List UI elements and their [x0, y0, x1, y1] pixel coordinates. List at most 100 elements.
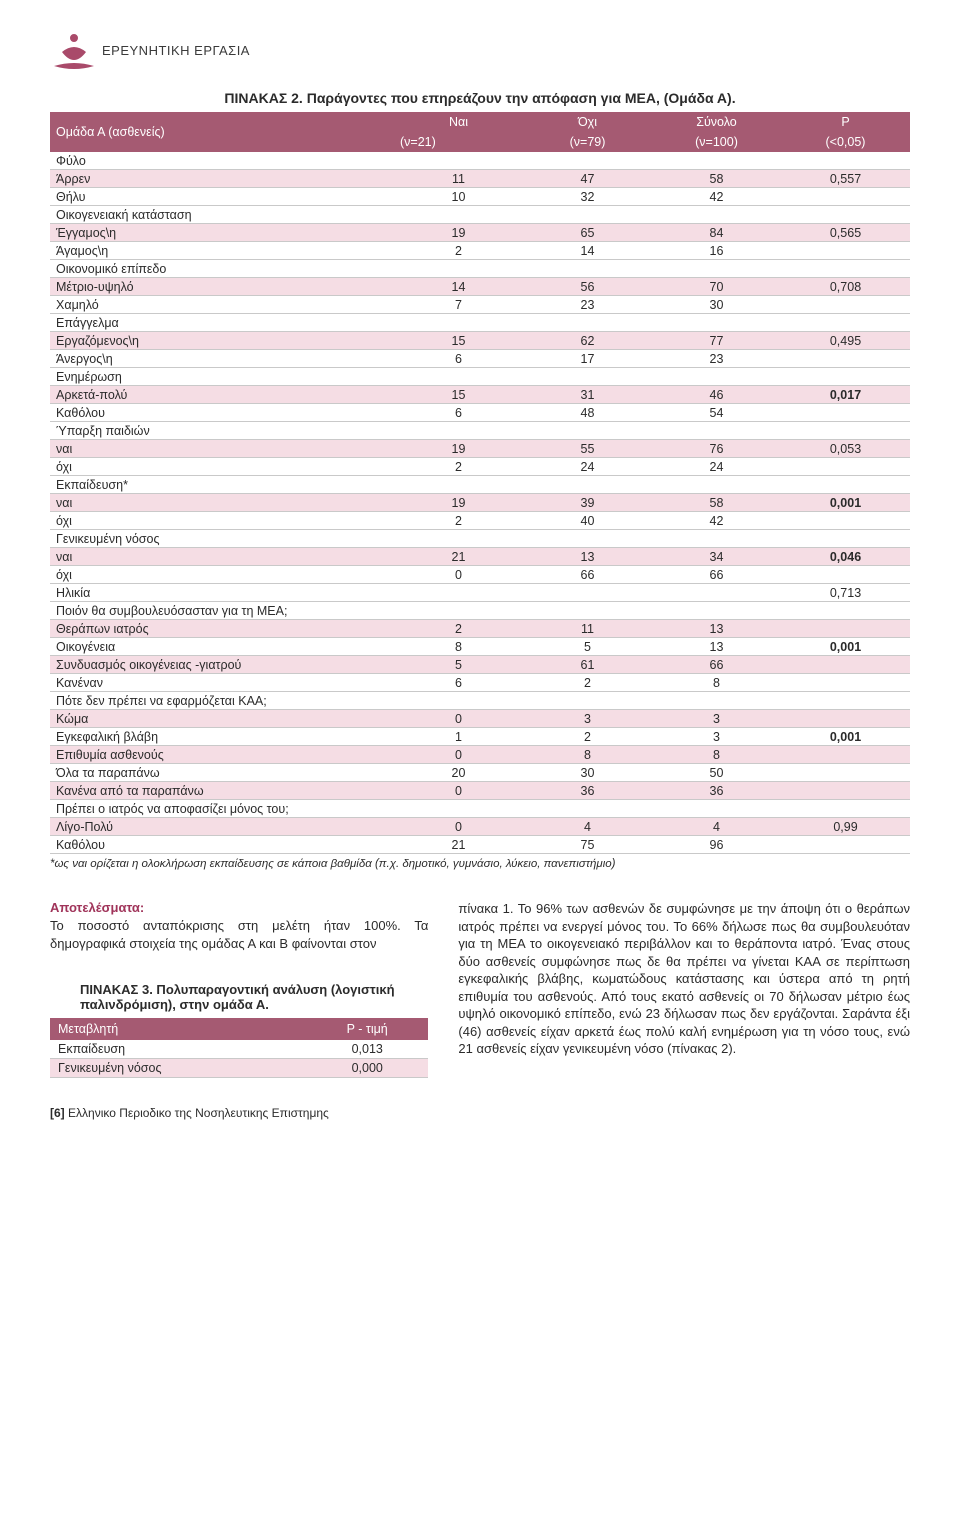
- table-cell: 70: [652, 278, 781, 296]
- table-cell: 2: [394, 458, 523, 476]
- table-cell: 0,708: [781, 278, 910, 296]
- table-cell: [781, 242, 910, 260]
- table-row-label: Συνδυασμός οικογένειας -γιατρού: [50, 656, 394, 674]
- table-cell: 34: [652, 548, 781, 566]
- table-cell: 0,053: [781, 440, 910, 458]
- table-row-label: Κανέναν: [50, 674, 394, 692]
- table3-row-value: 0,013: [306, 1040, 428, 1059]
- table-row-label: Άρρεν: [50, 170, 394, 188]
- table-cell: 58: [652, 170, 781, 188]
- table2-col-3: Σύνολο: [652, 112, 781, 132]
- section-label: ΕΡΕΥΝΗΤΙΚΗ ΕΡΓΑΣΙΑ: [102, 43, 250, 58]
- table-cell: 23: [523, 296, 652, 314]
- table3-col-0: Μεταβλητή: [50, 1018, 306, 1040]
- table-cell: 0,557: [781, 170, 910, 188]
- table-cell: 30: [523, 764, 652, 782]
- table-cell: 65: [523, 224, 652, 242]
- table2-section-label: Εκπαίδευση*: [50, 476, 394, 494]
- table-cell: 76: [652, 440, 781, 458]
- table2-section-label: Ενημέρωση: [50, 368, 394, 386]
- table-row-label: Χαμηλό: [50, 296, 394, 314]
- table-cell: 0,001: [781, 638, 910, 656]
- table-row-label: Άγαμος\η: [50, 242, 394, 260]
- table-cell: 0: [394, 782, 523, 800]
- table-cell: 13: [652, 620, 781, 638]
- table-row-label: όχι: [50, 512, 394, 530]
- table3-head: Μεταβλητή P - τιμή: [50, 1018, 428, 1040]
- table-row-label: Λίγο-Πολύ: [50, 818, 394, 836]
- table2-col-2: Όχι: [523, 112, 652, 132]
- table-row-label: Θήλυ: [50, 188, 394, 206]
- table-row-label: Αρκετά-πολύ: [50, 386, 394, 404]
- table-cell: [781, 566, 910, 584]
- table-cell: 31: [523, 386, 652, 404]
- table2: Ομάδα Α (ασθενείς)ΝαιΌχιΣύνολοP(ν=21)(ν=…: [50, 112, 910, 854]
- table-cell: 66: [523, 566, 652, 584]
- table-row-label: ναι: [50, 494, 394, 512]
- table-cell: 0,99: [781, 818, 910, 836]
- table-cell: 0,017: [781, 386, 910, 404]
- table-cell: 2: [523, 674, 652, 692]
- table-cell: 96: [652, 836, 781, 854]
- table2-footnote: *ως ναι ορίζεται η ολοκλήρωση εκπαίδευση…: [50, 858, 910, 870]
- table-cell: 39: [523, 494, 652, 512]
- table-cell: 0,001: [781, 494, 910, 512]
- results-heading: Αποτελέσματα:: [50, 900, 428, 915]
- table-cell: 0: [394, 566, 523, 584]
- table-cell: [781, 836, 910, 854]
- table-row-label: Κώμα: [50, 710, 394, 728]
- table-cell: 4: [652, 818, 781, 836]
- table-cell: 4: [523, 818, 652, 836]
- table-cell: 77: [652, 332, 781, 350]
- table2-col-sub-4: (<0,05): [781, 132, 910, 152]
- table-row-label: Καθόλου: [50, 404, 394, 422]
- table2-title: ΠΙΝΑΚΑΣ 2. Παράγοντες που επηρεάζουν την…: [50, 90, 910, 106]
- table2-section-label: Ποιόν θα συμβουλευόσασταν για τη ΜΕΑ;: [50, 602, 394, 620]
- table-cell: [781, 710, 910, 728]
- table-cell: 0,046: [781, 548, 910, 566]
- table-cell: 21: [394, 548, 523, 566]
- table-cell: 19: [394, 494, 523, 512]
- table2-col-1: Ναι: [394, 112, 523, 132]
- table-cell: 8: [652, 746, 781, 764]
- table-row-label: όχι: [50, 458, 394, 476]
- table2-section-label: Φύλο: [50, 152, 394, 170]
- table-cell: 2: [394, 242, 523, 260]
- table-cell: 47: [523, 170, 652, 188]
- table-cell: 13: [652, 638, 781, 656]
- table-cell: 6: [394, 350, 523, 368]
- table-cell: [781, 512, 910, 530]
- table-cell: [781, 782, 910, 800]
- table-cell: 19: [394, 440, 523, 458]
- table-cell: 56: [523, 278, 652, 296]
- results-left-paragraph: Το ποσοστό ανταπόκρισης στη μελέτη ήταν …: [50, 917, 428, 952]
- table-cell: 0,495: [781, 332, 910, 350]
- page-number: [6]: [50, 1106, 65, 1120]
- table-cell: 24: [523, 458, 652, 476]
- table-cell: 36: [652, 782, 781, 800]
- page-header: ΕΡΕΥΝΗΤΙΚΗ ΕΡΓΑΣΙΑ: [50, 30, 910, 70]
- table-cell: 13: [523, 548, 652, 566]
- table-row-label: όχι: [50, 566, 394, 584]
- table-cell: 0: [394, 746, 523, 764]
- table2-section-label: Οικογενειακή κατάσταση: [50, 206, 394, 224]
- table-cell: 17: [523, 350, 652, 368]
- table-cell: 15: [394, 386, 523, 404]
- table-cell: [781, 188, 910, 206]
- table-cell: [781, 620, 910, 638]
- table2-section-label: Ύπαρξη παιδιών: [50, 422, 394, 440]
- table3-title-prefix: ΠΙΝΑΚΑΣ 3.: [80, 982, 153, 997]
- table3-title: ΠΙΝΑΚΑΣ 3. Πολυπαραγοντική ανάλυση (λογι…: [50, 982, 428, 1012]
- table-cell: 21: [394, 836, 523, 854]
- table-cell: 55: [523, 440, 652, 458]
- table-cell: 15: [394, 332, 523, 350]
- table-cell: 0: [394, 710, 523, 728]
- table-cell: 54: [652, 404, 781, 422]
- table3-col-1: P - τιμή: [306, 1018, 428, 1040]
- table-row-label: Θεράπων ιατρός: [50, 620, 394, 638]
- table2-section-label: Πρέπει ο ιατρός να αποφασίζει μόνος του;: [50, 800, 394, 818]
- table-cell: [781, 404, 910, 422]
- table-cell: 0,001: [781, 728, 910, 746]
- table-cell: 5: [394, 656, 523, 674]
- table-cell: [781, 296, 910, 314]
